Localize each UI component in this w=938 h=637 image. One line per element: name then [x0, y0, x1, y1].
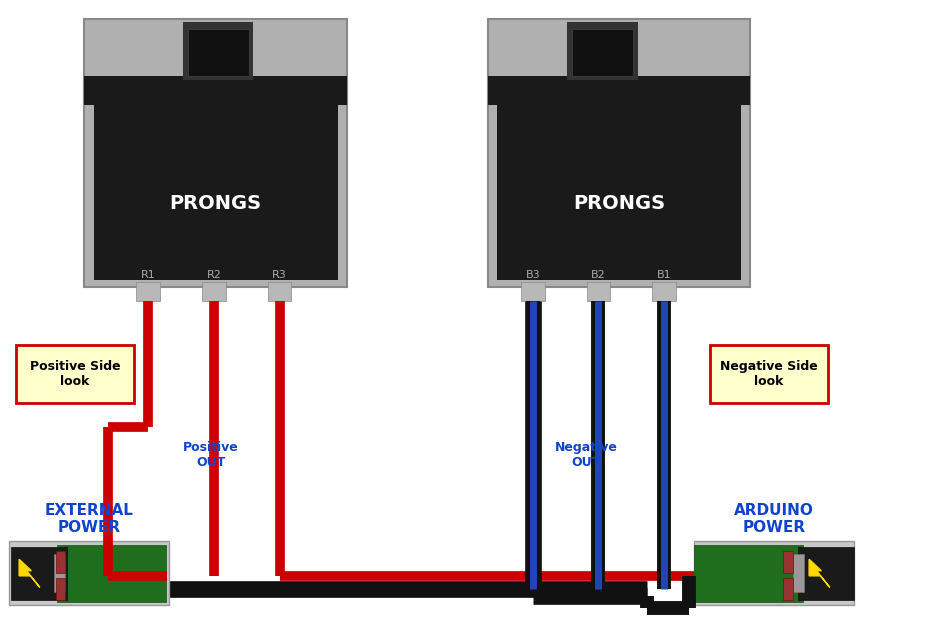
Bar — [488, 19, 750, 287]
Bar — [488, 76, 750, 105]
Bar — [694, 541, 854, 605]
Bar — [783, 578, 793, 600]
Text: B2: B2 — [591, 270, 606, 280]
Bar — [84, 19, 347, 287]
Text: ARDUINO
POWER: ARDUINO POWER — [734, 503, 814, 535]
Text: Positive
OUT: Positive OUT — [183, 441, 239, 469]
Bar — [797, 547, 854, 600]
Text: PRONGS: PRONGS — [170, 194, 262, 213]
Text: Negative
OUT: Negative OUT — [554, 441, 618, 469]
Bar — [137, 282, 159, 301]
Bar — [793, 554, 804, 592]
Bar — [54, 554, 66, 592]
FancyBboxPatch shape — [16, 345, 134, 403]
Text: R3: R3 — [272, 270, 287, 280]
Bar — [202, 282, 225, 301]
Bar — [268, 282, 291, 301]
Text: B3: B3 — [525, 270, 540, 280]
Text: Positive Side
look: Positive Side look — [30, 361, 120, 388]
Bar — [84, 76, 347, 105]
Bar — [55, 551, 66, 573]
Bar — [9, 541, 169, 605]
Polygon shape — [19, 559, 39, 587]
Bar — [567, 22, 638, 80]
Bar — [694, 545, 803, 602]
Text: R1: R1 — [141, 270, 156, 280]
Bar — [572, 29, 633, 76]
Bar — [587, 282, 611, 301]
Bar — [783, 551, 793, 573]
Text: B1: B1 — [657, 270, 672, 280]
Polygon shape — [809, 559, 830, 587]
Bar — [183, 22, 253, 80]
Bar — [11, 547, 68, 600]
FancyBboxPatch shape — [710, 345, 828, 403]
Text: R2: R2 — [206, 270, 221, 280]
Text: Negative Side
look: Negative Side look — [720, 361, 818, 388]
Text: EXTERNAL
POWER: EXTERNAL POWER — [45, 503, 133, 535]
Bar — [55, 578, 66, 600]
Bar — [497, 89, 741, 280]
Bar — [94, 89, 338, 280]
Bar — [522, 282, 544, 301]
Bar — [57, 545, 166, 602]
Text: PRONGS: PRONGS — [573, 194, 665, 213]
Bar — [653, 282, 675, 301]
Bar — [188, 29, 249, 76]
